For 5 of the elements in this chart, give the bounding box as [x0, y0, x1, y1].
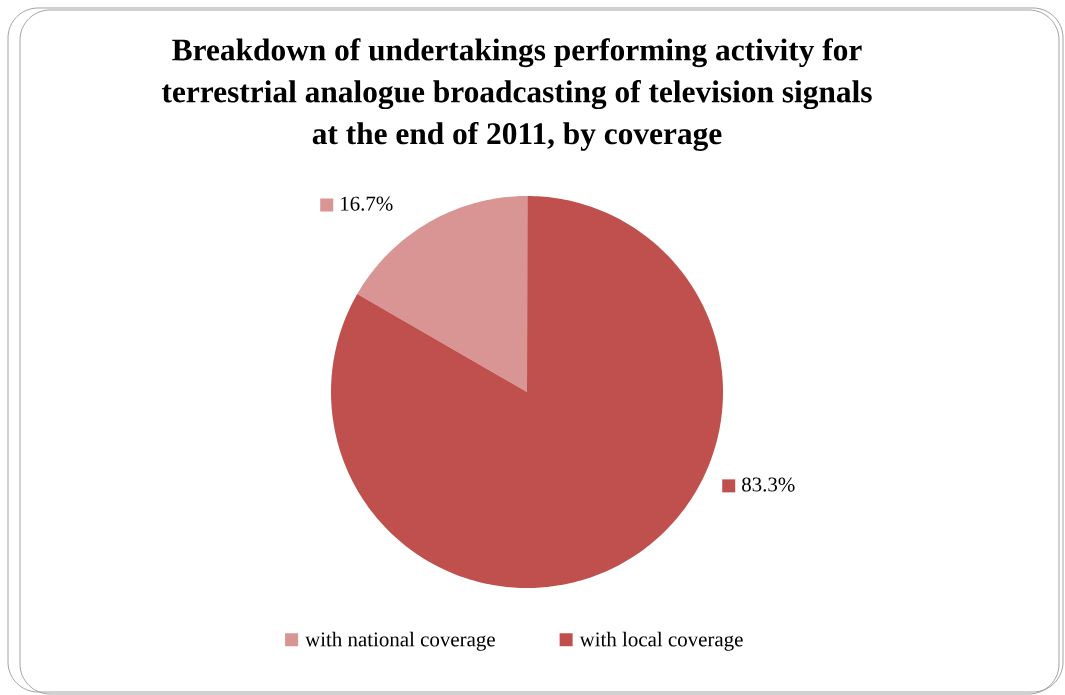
data-label: 83.3% — [742, 477, 795, 492]
legend-label: with local coverage — [579, 631, 743, 651]
legend-label: with national coverage — [305, 631, 495, 651]
data-label: 16.7% — [341, 196, 393, 211]
chart-title: Breakdown of undertakings performing activity for terrestrial analogue broadcasting of television signals at the end of 2011, by coverage — [161, 38, 872, 151]
